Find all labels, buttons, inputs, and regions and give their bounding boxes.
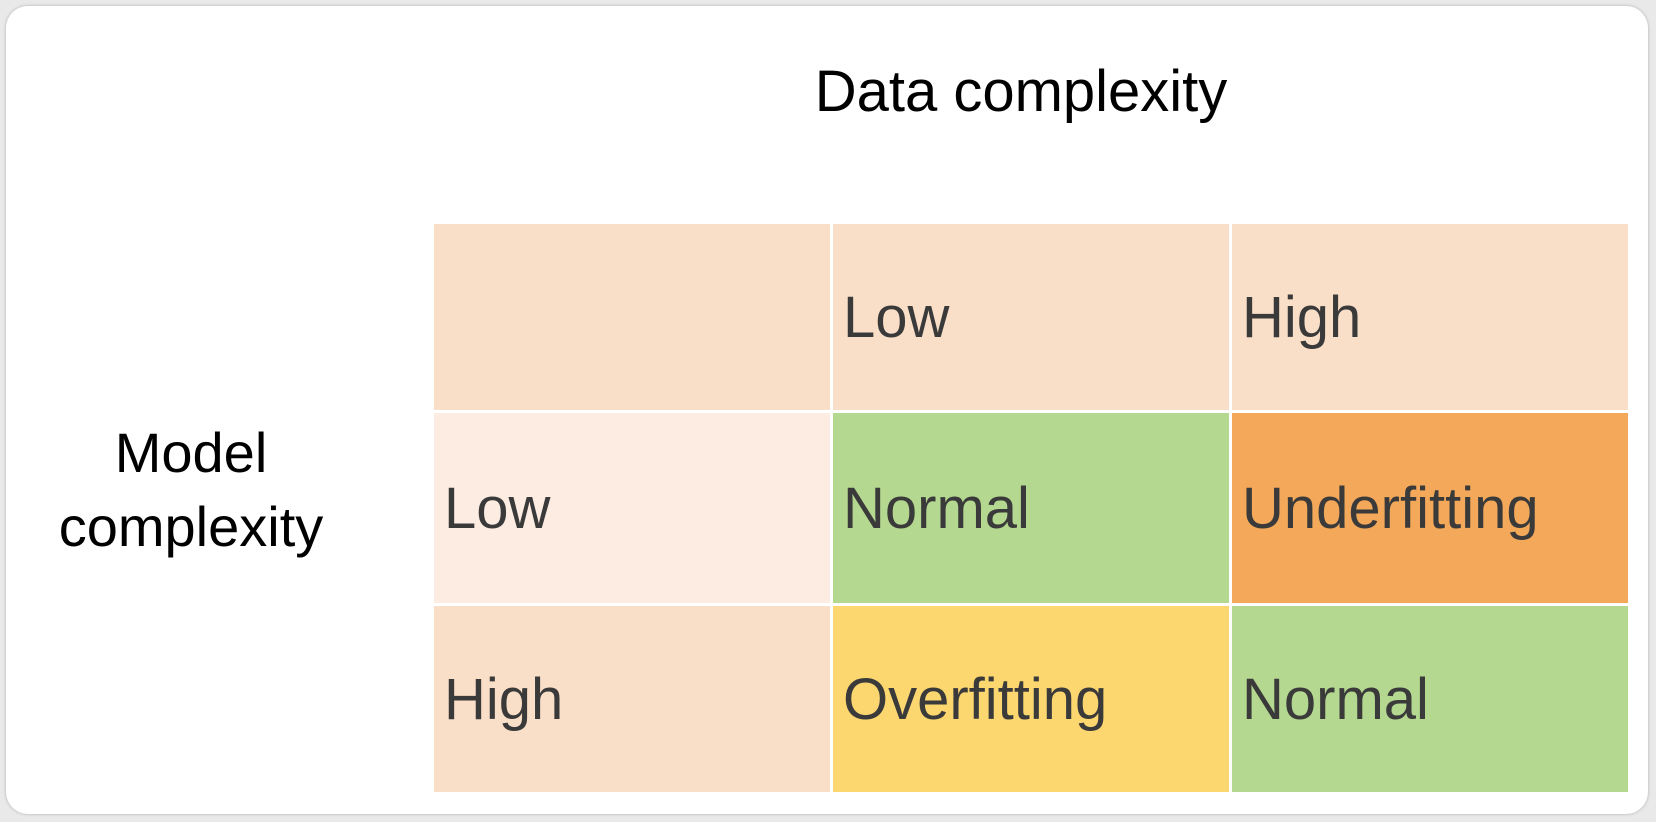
- row-header-low: Low: [434, 413, 830, 603]
- column-header-high: High: [1232, 224, 1628, 410]
- cell-low-high: Underfitting: [1232, 413, 1628, 603]
- row-axis-title: Model complexity: [26, 416, 356, 564]
- row-header-high: High: [434, 606, 830, 792]
- column-axis-title: Data complexity: [814, 59, 1228, 124]
- row-axis-title-line1: Model: [114, 421, 268, 484]
- cell-low-low: Normal: [833, 413, 1229, 603]
- diagram-card: Data complexity Model complexity Low Hig…: [6, 6, 1648, 814]
- corner-cell: [434, 224, 830, 410]
- cell-high-low: Overfitting: [833, 606, 1229, 792]
- column-header-low: Low: [833, 224, 1229, 410]
- complexity-matrix: Low High Low Normal Underfitting High Ov…: [434, 224, 1628, 794]
- cell-high-high: Normal: [1232, 606, 1628, 792]
- row-axis-title-line2: complexity: [58, 495, 324, 558]
